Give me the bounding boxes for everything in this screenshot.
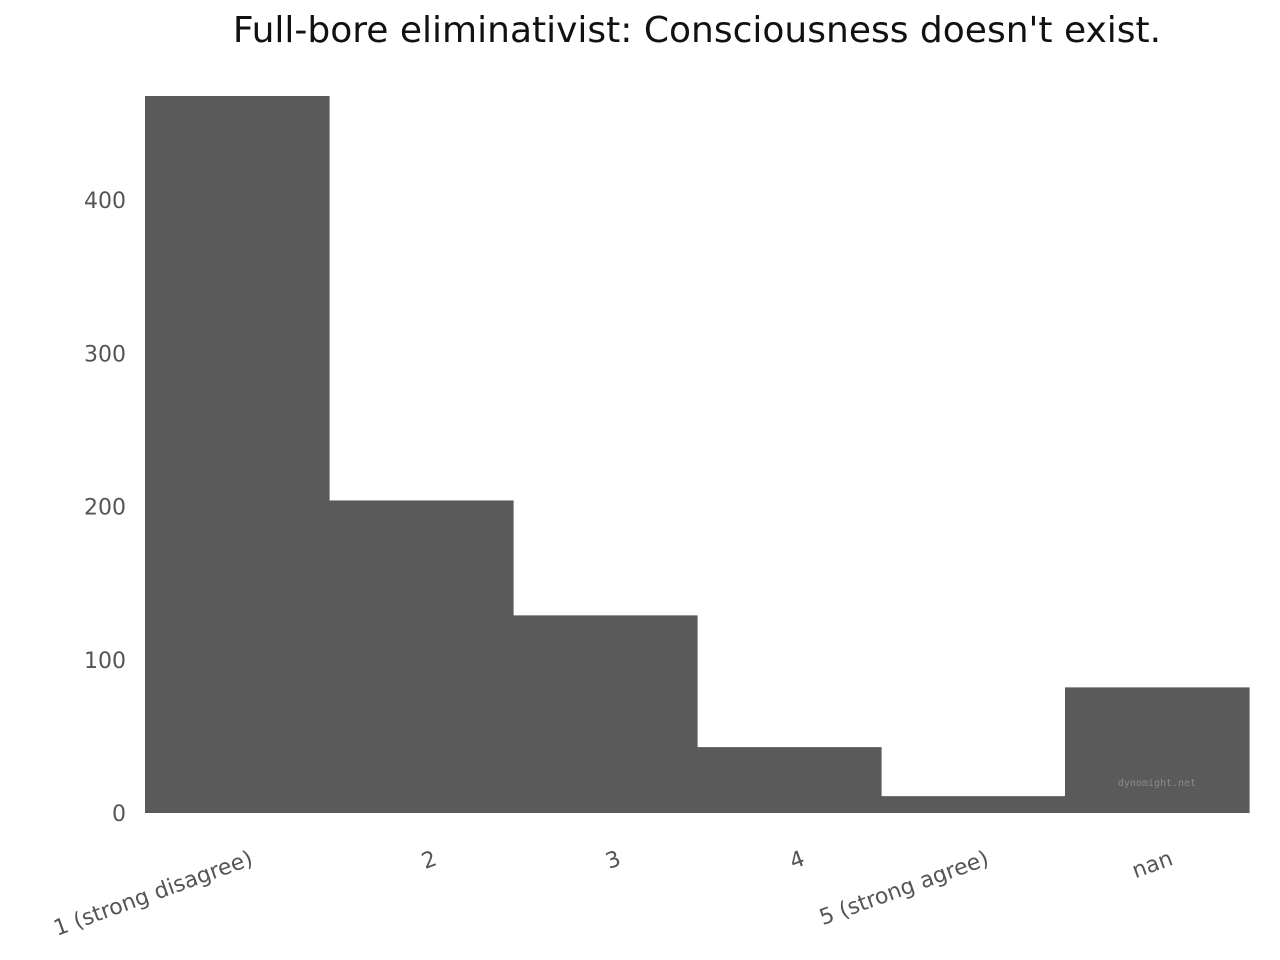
x-tick-label: 4 [787, 846, 809, 874]
bar-2 [513, 615, 698, 813]
y-tick-label: 200 [84, 496, 126, 521]
bar-4 [881, 796, 1066, 813]
chart-title: Full-bore eliminativist: Consciousness d… [233, 10, 1161, 51]
y-tick-label: 400 [84, 189, 126, 214]
watermark: dynomight.net [1118, 778, 1196, 789]
x-tick-label: 5 (strong agree) [816, 846, 992, 930]
y-tick-label: 100 [84, 649, 126, 674]
x-axis-ticks: 1 (strong disagree) 2 3 4 5 (strong agree) na… [51, 846, 1177, 941]
y-tick-label: 300 [84, 342, 126, 367]
y-axis-ticks: 0 100 200 300 400 [84, 189, 126, 827]
bars-group [145, 96, 1250, 813]
y-tick-label: 0 [112, 802, 126, 827]
x-tick-label: 3 [603, 846, 625, 874]
x-tick-label: 1 (strong disagree) [51, 846, 257, 941]
x-tick-label: 2 [419, 846, 441, 874]
bar-5 [1065, 687, 1250, 813]
bar-1 [329, 500, 514, 813]
bar-3 [697, 747, 882, 813]
x-tick-label: nan [1129, 846, 1176, 884]
bar-0 [145, 96, 330, 813]
